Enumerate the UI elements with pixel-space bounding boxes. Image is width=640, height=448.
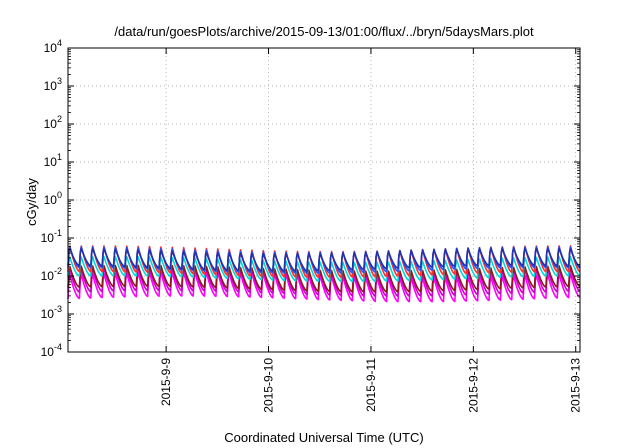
y-tick-label: 102 xyxy=(44,114,62,131)
series-line xyxy=(67,271,581,303)
y-tick-label: 100 xyxy=(44,190,62,207)
y-tick-label: 10-2 xyxy=(41,266,62,283)
y-axis: 104 103 102 101 100 10-1 10-2 10-3 10-4 xyxy=(41,38,580,359)
y-tick-label: 10-4 xyxy=(41,342,62,359)
x-axis: 2015-9-9 2015-9-10 2015-9-11 2015-9-12 2015-… xyxy=(159,48,583,413)
x-tick-label: 2015-9-12 xyxy=(466,358,480,413)
grid xyxy=(68,48,580,352)
y-axis-label: cGy/day xyxy=(24,178,39,226)
series-group xyxy=(67,245,581,303)
x-tick-label: 2015-9-11 xyxy=(364,358,378,412)
series-line xyxy=(67,256,581,283)
y-tick-label: 101 xyxy=(44,152,62,169)
x-tick-label: 2015-9-13 xyxy=(569,358,583,413)
y-tick-label: 103 xyxy=(44,76,62,93)
y-tick-label: 10-3 xyxy=(41,304,62,321)
series-line xyxy=(67,247,581,272)
x-tick-label: 2015-9-9 xyxy=(159,358,173,406)
y-tick-label: 104 xyxy=(44,38,62,55)
chart-title: /data/run/goesPlots/archive/2015-09-13/0… xyxy=(114,24,534,39)
x-tick-label: 2015-9-10 xyxy=(262,358,276,413)
y-tick-label: 10-1 xyxy=(41,228,62,245)
x-axis-label: Coordinated Universal Time (UTC) xyxy=(224,430,423,445)
series-line xyxy=(67,264,581,293)
series-line xyxy=(67,266,581,297)
